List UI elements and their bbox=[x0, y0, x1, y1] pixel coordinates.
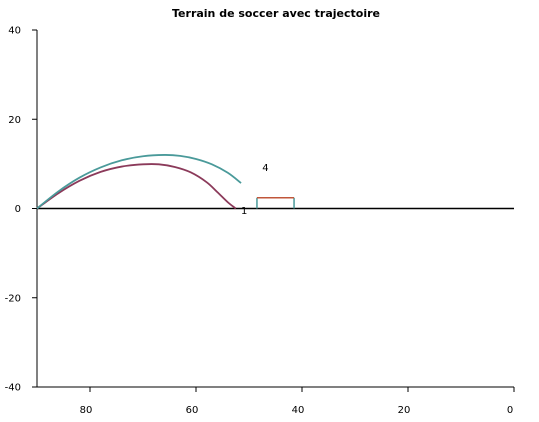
chart-title: Terrain de soccer avec trajectoire bbox=[172, 7, 380, 20]
y-tick-label: 0 bbox=[15, 204, 21, 215]
x-tick-label: 0 bbox=[507, 405, 513, 416]
x-tick-label: 60 bbox=[186, 405, 199, 416]
x-tick-label: 80 bbox=[80, 405, 93, 416]
y-tick-label: -40 bbox=[5, 383, 21, 394]
axes: 40 20 0 -20 -40 80 60 40 20 0 bbox=[5, 26, 515, 416]
trajectory-line-2 bbox=[36, 154, 242, 210]
trajectory-line-1 bbox=[36, 163, 237, 210]
trajectory-annotation: 4 bbox=[262, 163, 268, 174]
trajectory-annotation: 1 bbox=[241, 206, 247, 217]
y-tick-label: 40 bbox=[8, 26, 21, 37]
x-tick-label: 20 bbox=[398, 405, 411, 416]
plot-area: 14 bbox=[36, 154, 514, 217]
y-tick-label: 20 bbox=[8, 115, 21, 126]
y-tick-label: -20 bbox=[5, 293, 21, 304]
x-tick-label: 40 bbox=[292, 405, 305, 416]
